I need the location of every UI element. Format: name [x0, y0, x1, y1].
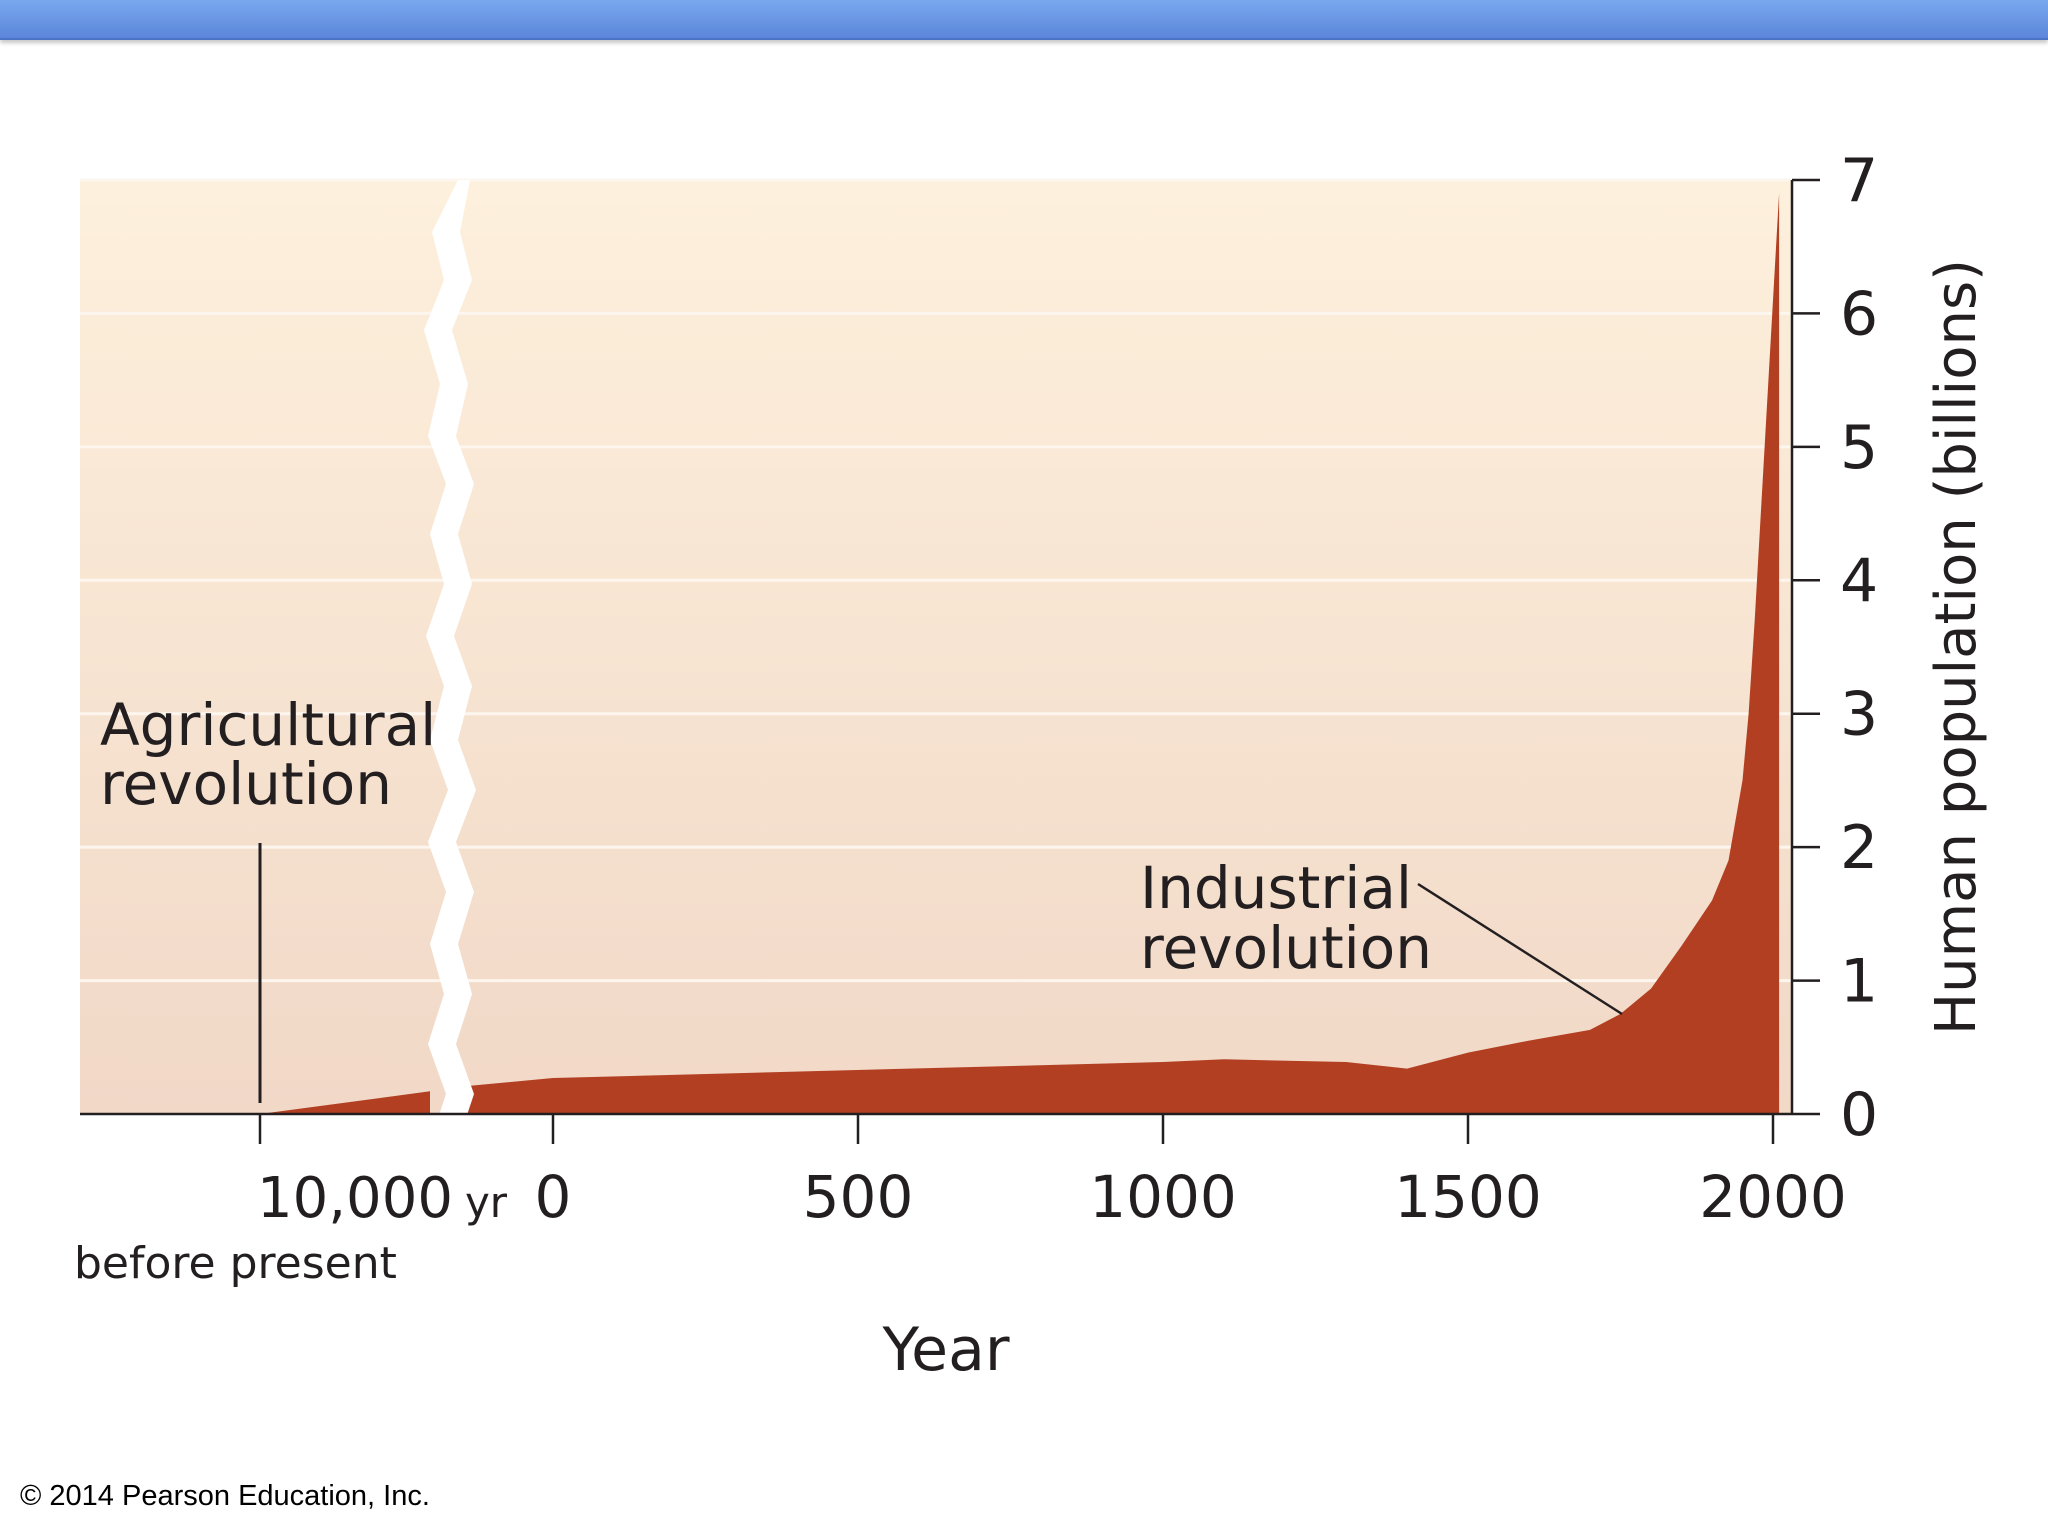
- x-tick-label-1000: 1000: [1089, 1163, 1237, 1231]
- axes: [80, 180, 1794, 1116]
- x-ticks: 0 500 1000 1500 2000: [258, 1114, 1847, 1231]
- x-axis-label: Year: [881, 1315, 1009, 1385]
- y-tick-label-4: 4: [1840, 546, 1878, 616]
- x-tick-label-bp-unit: yr: [465, 1178, 508, 1227]
- y-axis-label: Human population (billions): [1924, 259, 1989, 1035]
- gridlines: [80, 178, 1792, 983]
- population-area: [260, 193, 1780, 1115]
- x-tick-label-2000: 2000: [1699, 1163, 1847, 1231]
- y-ticks: 0 1 2 3 4 5 6 7: [1792, 146, 1878, 1150]
- area-segment-prehistory: [260, 1091, 430, 1114]
- annotation-industrial-leader: [1417, 882, 1623, 1016]
- area-segment-common-era: [467, 193, 1780, 1115]
- y-tick-label-6: 6: [1840, 279, 1878, 349]
- y-tick-label-1: 1: [1840, 947, 1878, 1017]
- y-tick-label-2: 2: [1840, 813, 1878, 883]
- slide-header-bar: [0, 0, 2048, 40]
- annotation-agricultural-line1: Agricultural: [100, 691, 436, 759]
- copyright-notice: © 2014 Pearson Education, Inc.: [20, 1480, 430, 1512]
- y-tick-label-5: 5: [1840, 413, 1878, 483]
- annotation-industrial-line1: Industrial: [1140, 854, 1412, 922]
- annotation-industrial-line2: revolution: [1140, 914, 1432, 982]
- x-tick-label-bp-main: 10,000: [257, 1166, 453, 1231]
- x-tick-label-bp-sub: before present: [74, 1238, 397, 1289]
- y-tick-label-3: 3: [1840, 680, 1878, 750]
- x-tick-label-500: 500: [803, 1163, 914, 1231]
- x-tick-label-1500: 1500: [1394, 1163, 1542, 1231]
- y-tick-label-7: 7: [1840, 146, 1878, 216]
- plot-background: [80, 180, 1792, 1114]
- axis-break: [424, 180, 476, 1130]
- y-tick-label-0: 0: [1840, 1080, 1878, 1150]
- x-tick-label-0: 0: [535, 1163, 572, 1231]
- annotation-agricultural-line2: revolution: [100, 750, 392, 818]
- x-tick-label-bp: 10,000 yr: [257, 1166, 508, 1231]
